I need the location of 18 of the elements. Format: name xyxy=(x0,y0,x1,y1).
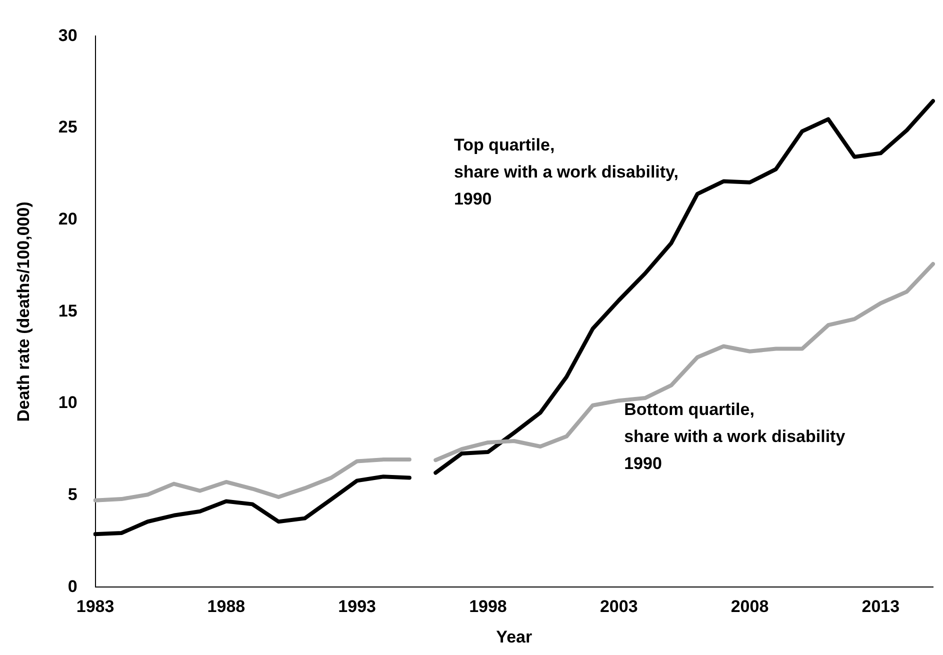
y-tick-label: 20 xyxy=(58,210,78,229)
y-tick-label: 30 xyxy=(58,26,78,45)
y-tick-label: 15 xyxy=(58,301,78,320)
y-tick-label: 25 xyxy=(58,118,78,137)
x-tick-label: 1993 xyxy=(338,597,376,616)
annotation: Bottom quartile, share with a work disability 1990 xyxy=(624,400,846,473)
y-tick-label: 0 xyxy=(68,576,78,596)
x-tick-label: 1998 xyxy=(469,597,507,616)
x-tick-label: 2003 xyxy=(600,597,638,616)
x-tick-label: 1983 xyxy=(76,597,114,616)
y-tick-label: 5 xyxy=(68,485,78,504)
x-axis-title: Year xyxy=(496,627,532,646)
annotation: Top quartile, share with a work disability, 1990 xyxy=(454,135,678,208)
x-tick-label: 2013 xyxy=(862,597,900,616)
y-tick-label: 10 xyxy=(58,393,78,412)
y-axis-title: Death rate (deaths/100,000) xyxy=(14,202,33,422)
x-tick-label: 1988 xyxy=(207,597,246,616)
x-tick-label: 2008 xyxy=(730,597,769,616)
